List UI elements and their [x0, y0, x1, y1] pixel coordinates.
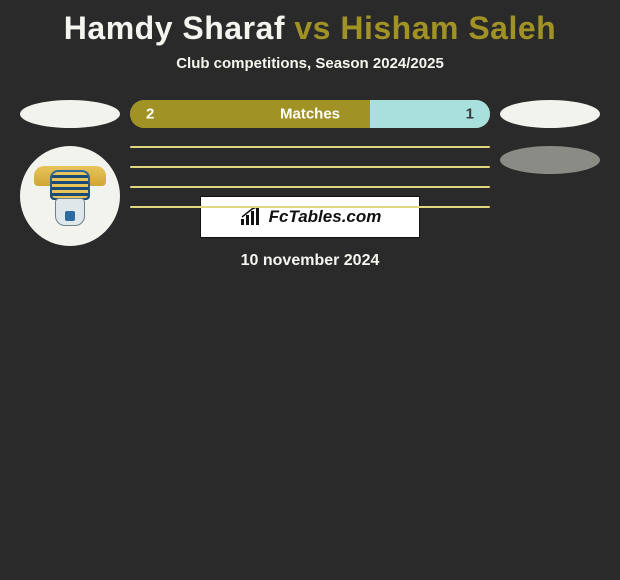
bar-gpm: Goals per match: [130, 186, 490, 188]
player1-name: Hamdy Sharaf: [64, 10, 285, 46]
bar-hattricks: Hattricks: [130, 166, 490, 168]
team-badge: [20, 146, 120, 246]
hattricks-label: Hattricks: [278, 166, 342, 168]
row-goals: Goals Hattricks Goals per match Min per …: [10, 146, 610, 174]
matches-label: Matches: [280, 106, 340, 123]
pyramids-badge-icon: [34, 160, 106, 232]
left-marker: [10, 100, 130, 128]
attribution-text: FcTables.com: [269, 207, 382, 227]
mpg-label: Min per goal: [266, 206, 354, 208]
matches-right-value: 1: [466, 106, 474, 123]
page-title: Hamdy Sharaf vs Hisham Saleh: [0, 10, 620, 47]
row-matches: 2 Matches 1: [10, 100, 610, 128]
right-marker: [490, 146, 610, 174]
ellipse-icon: [20, 100, 120, 128]
goals-label: Goals: [289, 146, 331, 148]
player2-name: Hisham Saleh: [340, 10, 556, 46]
bar-mpg: Min per goal: [130, 206, 490, 208]
date-text: 10 november 2024: [0, 252, 620, 270]
ellipse-icon: [500, 146, 600, 174]
right-marker: [490, 100, 610, 128]
ellipse-icon: [500, 100, 600, 128]
comparison-infographic: Hamdy Sharaf vs Hisham Saleh Club compet…: [0, 0, 620, 280]
subtitle: Club competitions, Season 2024/2025: [0, 55, 620, 72]
stats-rows: 2 Matches 1: [0, 100, 620, 174]
matches-left-value: 2: [146, 106, 154, 123]
stat-stack: Goals Hattricks Goals per match Min per …: [130, 146, 490, 208]
vs-separator: vs: [294, 10, 331, 46]
bar-matches: 2 Matches 1: [130, 100, 490, 128]
gpm-label: Goals per match: [251, 186, 369, 188]
chart-icon: [239, 207, 263, 227]
bar-goals: Goals: [130, 146, 490, 148]
left-badge-slot: [10, 146, 130, 246]
